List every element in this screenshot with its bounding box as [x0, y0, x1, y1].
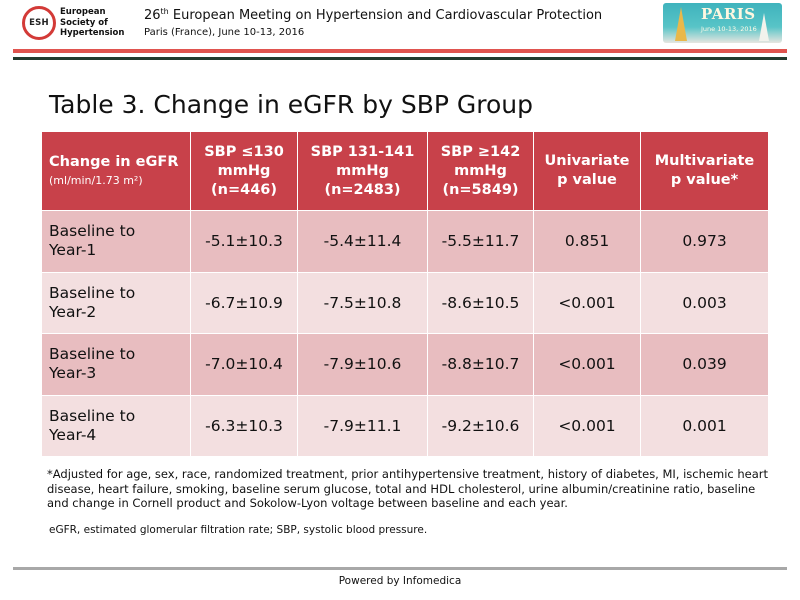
header-line: SBP ≥142 [440, 143, 521, 160]
meeting-title: 26th European Meeting on Hypertension an… [144, 7, 603, 23]
header-line: mmHg [454, 162, 507, 179]
table-row: Baseline to Year-4 -6.3±10.3 -7.9±11.1 -9… [41, 394, 769, 457]
slide-title: Table 3. Change in eGFR by SBP Group [49, 90, 534, 119]
meeting-subtitle: Paris (France), June 10-13, 2016 [144, 27, 305, 38]
row-label-line: Year-2 [49, 302, 97, 321]
header-line: (n=2483) [324, 181, 401, 198]
cell-univariate-p: <0.001 [533, 271, 641, 334]
monument-icon [759, 13, 769, 41]
adjustment-footnote: *Adjusted for age, sex, race, randomized… [47, 467, 769, 510]
header-line: SBP ≤130 [204, 143, 284, 160]
header-divider-red [13, 49, 787, 53]
cell-multivariate-p: 0.039 [640, 333, 769, 396]
egfr-table: Change in eGFR (ml/min/1.73 m²) SBP ≤130… [41, 131, 769, 457]
cell-sbp-131-141: -7.9±11.1 [297, 394, 428, 457]
cell-sbp-131-141: -5.4±11.4 [297, 210, 428, 273]
table-row: Baseline to Year-2 -6.7±10.9 -7.5±10.8 -8… [41, 271, 769, 334]
header-univariate-p: Univariate p value [533, 131, 641, 211]
cell-sbp-130: -6.7±10.9 [190, 271, 298, 334]
header-line: SBP 131-141 [310, 143, 415, 160]
header-sbp-131-141: SBP 131-141 mmHg (n=2483) [297, 131, 428, 211]
table-row: Baseline to Year-1 -5.1±10.3 -5.4±11.4 -5… [41, 210, 769, 273]
paris-badge-image: PARIS June 10-13, 2016 [663, 3, 782, 43]
header-multivariate-p: Multivariate p value* [640, 131, 769, 211]
header-change-in-egfr-title: Change in eGFR [49, 154, 179, 170]
row-label: Baseline to Year-2 [41, 271, 191, 334]
header-change-in-egfr: Change in eGFR (ml/min/1.73 m²) [41, 131, 191, 211]
cell-univariate-p: <0.001 [533, 333, 641, 396]
row-label-line: Baseline to [49, 222, 136, 241]
eiffel-tower-icon [675, 7, 687, 41]
cell-sbp-131-141: -7.5±10.8 [297, 271, 428, 334]
row-label-line: Year-4 [49, 425, 97, 444]
row-label-line: Baseline to [49, 283, 136, 302]
header-line: Multivariate [654, 153, 755, 169]
row-label-line: Baseline to [49, 406, 136, 425]
cell-multivariate-p: 0.001 [640, 394, 769, 457]
meeting-title-text: European Meeting on Hypertension and Car… [172, 8, 603, 23]
row-label-line: Baseline to [49, 345, 136, 364]
cell-sbp-142: -9.2±10.6 [427, 394, 534, 457]
esh-logo: ESH [22, 6, 56, 40]
row-label-line: Year-3 [49, 364, 97, 383]
cell-sbp-142: -5.5±11.7 [427, 210, 534, 273]
cell-univariate-p: 0.851 [533, 210, 641, 273]
header-line: mmHg [336, 162, 389, 179]
header-line: (n=446) [211, 181, 277, 198]
header-line: Univariate [544, 153, 630, 169]
cell-sbp-130: -6.3±10.3 [190, 394, 298, 457]
cell-sbp-131-141: -7.9±10.6 [297, 333, 428, 396]
table-header-row: Change in eGFR (ml/min/1.73 m²) SBP ≤130… [41, 131, 769, 211]
paris-badge-title: PARIS [701, 5, 756, 23]
abbreviations-note: eGFR, estimated glomerular filtration ra… [49, 524, 428, 536]
cell-sbp-130: -7.0±10.4 [190, 333, 298, 396]
cell-multivariate-p: 0.003 [640, 271, 769, 334]
cell-univariate-p: <0.001 [533, 394, 641, 457]
header-line: p value* [670, 172, 739, 188]
row-label: Baseline to Year-1 [41, 210, 191, 273]
row-label: Baseline to Year-4 [41, 394, 191, 457]
society-name: European Society of Hypertension [60, 7, 125, 38]
meeting-ordinal: 26 [144, 8, 161, 23]
powered-by: Powered by Infomedica [338, 575, 462, 587]
header-sbp-130: SBP ≤130 mmHg (n=446) [190, 131, 298, 211]
meeting-ordinal-suffix: th [160, 7, 169, 16]
cell-multivariate-p: 0.973 [640, 210, 769, 273]
header-sbp-142: SBP ≥142 mmHg (n=5849) [427, 131, 534, 211]
paris-badge-date: June 10-13, 2016 [701, 25, 757, 33]
cell-sbp-130: -5.1±10.3 [190, 210, 298, 273]
slide-header: ESH European Society of Hypertension 26t… [0, 0, 800, 46]
esh-logo-text: ESH [29, 18, 49, 28]
header-line: mmHg [217, 162, 271, 179]
cell-sbp-142: -8.8±10.7 [427, 333, 534, 396]
header-line: (n=5849) [442, 181, 519, 198]
cell-sbp-142: -8.6±10.5 [427, 271, 534, 334]
table-row: Baseline to Year-3 -7.0±10.4 -7.9±10.6 -8… [41, 333, 769, 396]
row-label: Baseline to Year-3 [41, 333, 191, 396]
header-line: p value [557, 172, 617, 188]
row-label-line: Year-1 [49, 241, 97, 260]
header-divider-dark [13, 57, 787, 60]
footer-divider [13, 567, 787, 570]
header-change-in-egfr-unit: (ml/min/1.73 m²) [49, 174, 143, 187]
